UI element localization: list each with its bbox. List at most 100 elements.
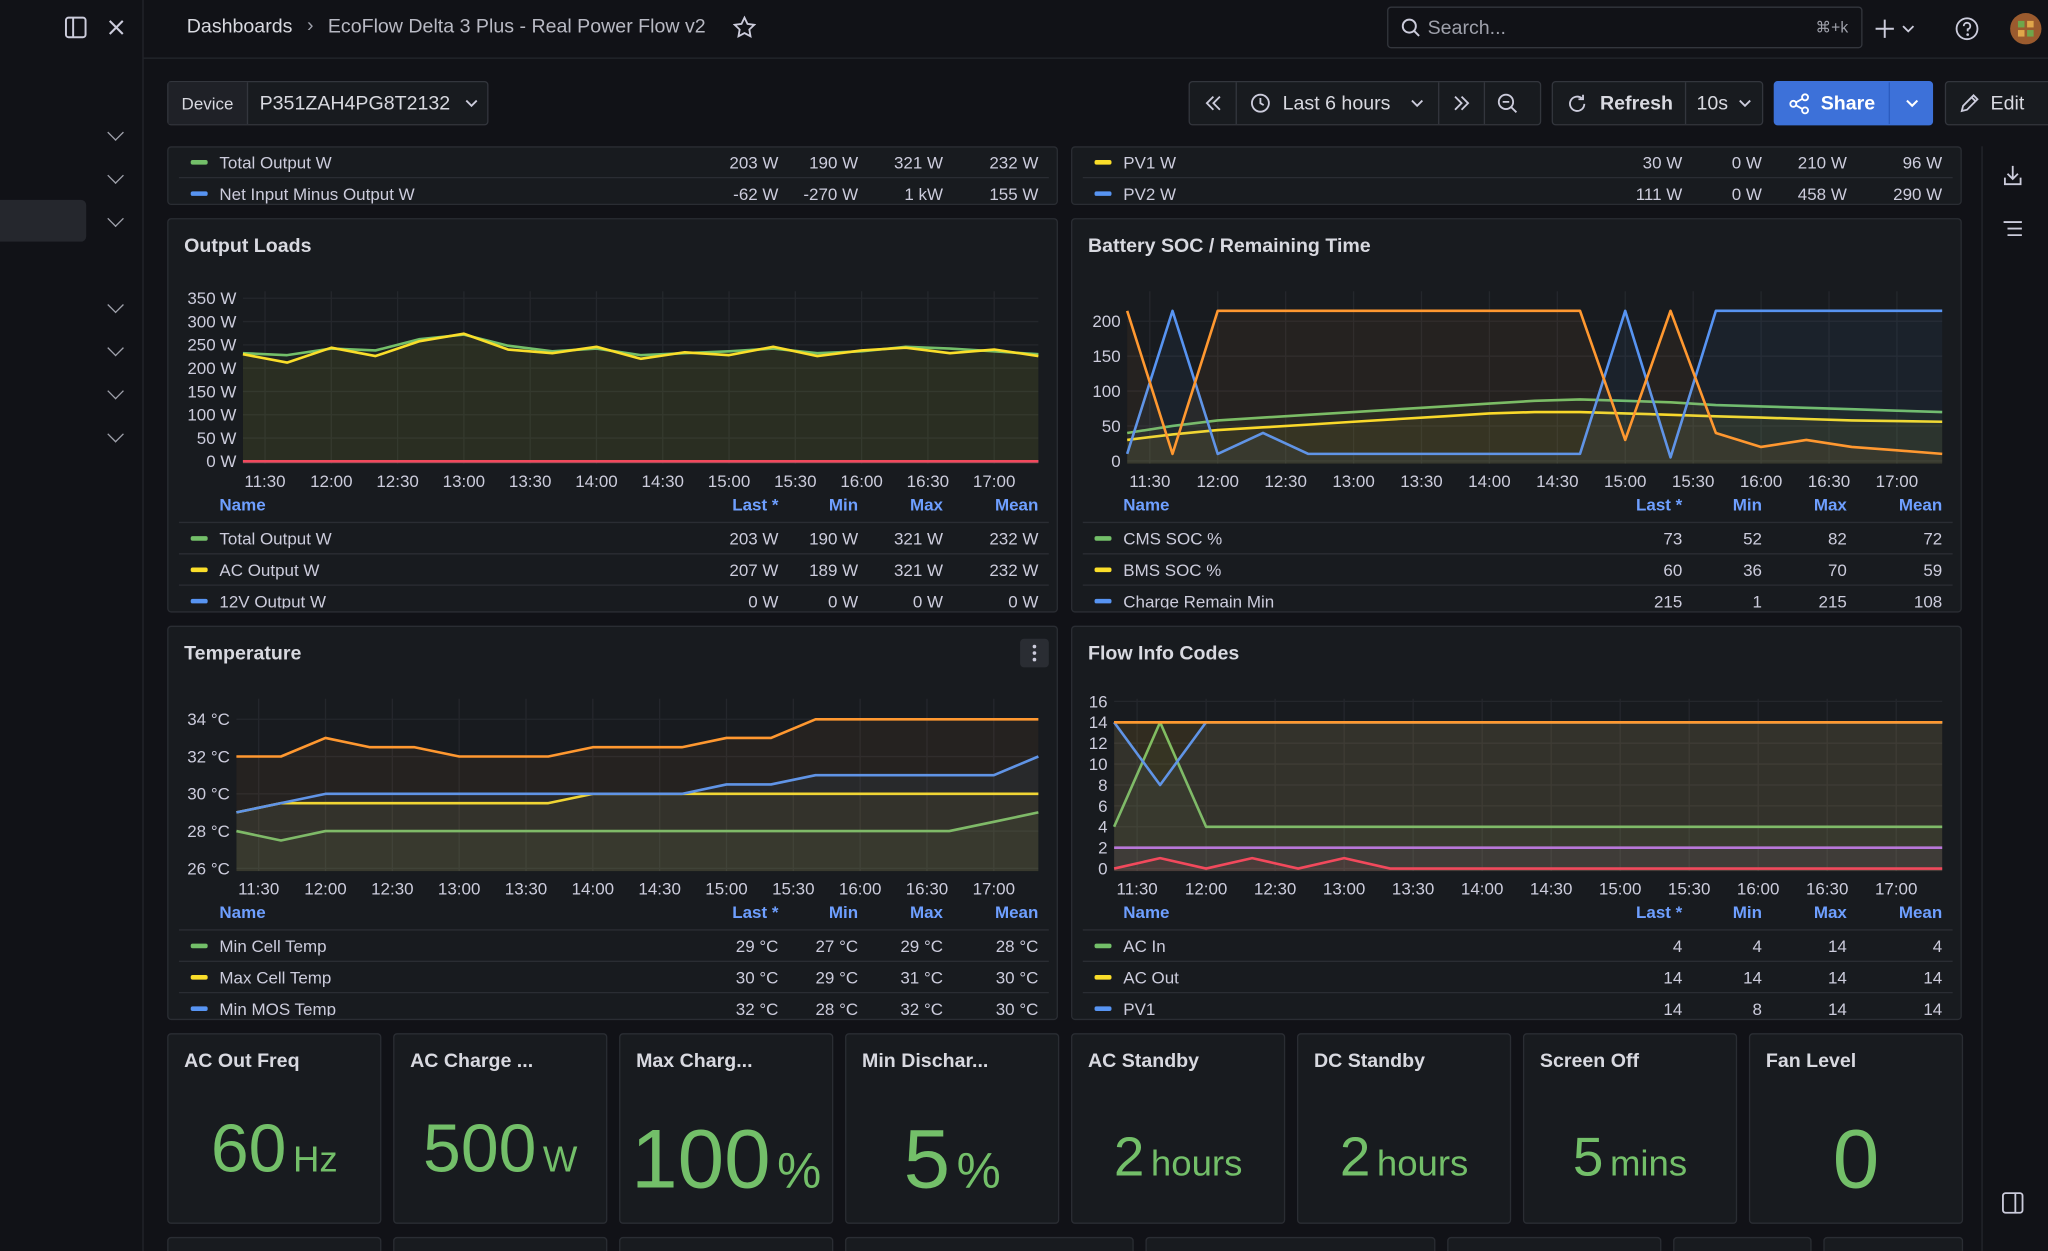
chevron[interactable]	[107, 296, 124, 314]
legend-stat: 29 °C	[900, 937, 943, 956]
stat-value: 0	[1750, 1110, 1962, 1207]
legend-stat: 203 W	[729, 153, 778, 172]
chevron[interactable]	[107, 382, 124, 400]
legend-stat: 32 °C	[900, 1000, 943, 1016]
legend-stat: 210 W	[1798, 153, 1847, 172]
x-tick-label: 15:30	[774, 472, 816, 491]
x-tick-label: 15:00	[1599, 880, 1641, 899]
stat-value: 5%	[846, 1110, 1058, 1207]
avatar[interactable]	[2009, 12, 2043, 46]
refresh-picker[interactable]: Refresh 10s	[1551, 80, 1764, 126]
time-range[interactable]: Last 6 hours	[1282, 92, 1391, 115]
y-tick-label: 6	[1098, 797, 1107, 816]
series-area	[236, 812, 1039, 872]
x-tick-label: 15:00	[705, 880, 747, 899]
dropdown-icon[interactable]	[1904, 95, 1920, 111]
legend-stat: 36	[1743, 561, 1762, 580]
share-icon	[1789, 92, 1809, 114]
shift-forward-icon[interactable]	[1452, 94, 1470, 112]
x-tick-label: 14:00	[572, 880, 614, 899]
close-icon[interactable]	[106, 17, 127, 38]
refresh-label[interactable]: Refresh	[1599, 92, 1673, 115]
variable-picker[interactable]: Device P351ZAH4PG8T2132	[167, 80, 489, 126]
export-icon[interactable]	[2001, 163, 2025, 187]
active-nav-item[interactable]	[0, 199, 87, 242]
stat-unit: mins	[1609, 1142, 1688, 1184]
series-area	[1127, 412, 1943, 464]
edit-button[interactable]: Edit	[1944, 80, 2048, 126]
x-tick-label: 13:30	[1392, 880, 1434, 899]
x-tick-label: 14:30	[1530, 880, 1572, 899]
stat-unit: hours	[1376, 1142, 1469, 1184]
legend-header: Name	[219, 496, 265, 515]
chevron[interactable]	[107, 339, 124, 357]
legend-stat: 458 W	[1798, 185, 1847, 204]
panel: PV1 W 30 W 0 W 210 W 96 W PV2 W 111 W 0 W 458 W 2…	[1071, 146, 1962, 206]
y-tick-label: 0 W	[206, 452, 236, 471]
legend-swatch	[1094, 536, 1112, 541]
outline-icon[interactable]	[2001, 217, 2025, 241]
sidebar-toggle[interactable]	[2001, 1191, 2025, 1215]
panel	[1447, 1236, 1662, 1251]
legend-swatch	[1094, 159, 1112, 165]
y-tick-label: 16	[1089, 692, 1108, 711]
stat-value: 2 hours	[1072, 1126, 1284, 1189]
legend-header: Max	[1814, 496, 1848, 515]
chart: 26 °C 28 °C 30 °C 32 °C 34 °C 11:30 12:00 12:30…	[178, 698, 1049, 1016]
x-tick-label: 15:30	[1668, 880, 1710, 899]
stat-number: 2	[1113, 1125, 1145, 1188]
x-tick-label: 12:30	[371, 880, 413, 899]
y-tick-label: 30 °C	[187, 785, 230, 804]
chevron[interactable]	[107, 425, 124, 443]
panel: Flow Info Codes 0 2 4 6 8 10 12 14 16 11:30 12:00 12…	[1071, 625, 1962, 1021]
panel: Output Loads 0 W 50 W 100 W 150 W 200 W 250 W 3…	[167, 218, 1058, 613]
chevron[interactable]	[107, 210, 124, 228]
chevron[interactable]	[107, 167, 124, 184]
stat-number: 100	[631, 1111, 771, 1206]
legend-stat: 30 °C	[996, 1000, 1039, 1016]
x-tick-label: 15:00	[1604, 472, 1646, 491]
stat-value: 5 mins	[1524, 1126, 1736, 1189]
chevron[interactable]	[107, 124, 124, 141]
legend-stat: 321 W	[894, 530, 943, 549]
star-icon[interactable]	[732, 15, 757, 40]
y-tick-label: 8	[1098, 776, 1107, 795]
legend-swatch	[1094, 567, 1112, 573]
dock-icon[interactable]	[64, 16, 88, 40]
legend-swatch	[1094, 1006, 1112, 1011]
y-tick-label: 100 W	[187, 406, 236, 425]
legend-swatch	[1094, 191, 1112, 196]
legend-stat: 14	[1743, 969, 1762, 988]
legend-stat: 14	[1663, 969, 1682, 988]
x-tick-label: 12:30	[1264, 472, 1306, 491]
legend-stat: 4	[1753, 937, 1762, 956]
legend-header: Min	[1733, 903, 1762, 922]
zoom-out-icon[interactable]	[1496, 93, 1517, 114]
variable-label: Device	[168, 82, 248, 125]
help-icon[interactable]	[1954, 16, 1980, 42]
legend-swatch	[1094, 943, 1112, 949]
series-area	[242, 333, 1039, 464]
shift-back-icon[interactable]	[1204, 94, 1222, 112]
panel-menu[interactable]	[1020, 638, 1049, 668]
stat-title: Min Dischar...	[862, 1050, 989, 1073]
legend-stat: 28 °C	[815, 1000, 858, 1016]
x-tick-label: 13:30	[1400, 472, 1442, 491]
legend-name: 12V Output W	[219, 592, 326, 608]
legend-stat: 73	[1663, 530, 1682, 549]
add-menu[interactable]	[1874, 16, 1918, 42]
series-line	[1127, 410, 1943, 442]
stat-number: 5	[1572, 1125, 1604, 1188]
legend-stat: 82	[1828, 530, 1847, 549]
breadcrumb[interactable]: Dashboards	[186, 15, 293, 38]
series-line	[236, 811, 1039, 842]
legend-stat: -270 W	[803, 185, 858, 204]
legend-stat: 203 W	[729, 530, 778, 549]
refresh-interval[interactable]: 10s	[1696, 92, 1729, 115]
legend-stat: 108	[1914, 592, 1942, 608]
y-tick-label: 10	[1089, 755, 1108, 774]
share-button[interactable]: Share	[1773, 80, 1934, 126]
search-box[interactable]: Search... ⌘+k	[1387, 6, 1863, 49]
chart: 0 W 50 W 100 W 150 W 200 W 250 W 300 W 350 W 11:…	[178, 289, 1049, 609]
series-line	[236, 717, 1039, 758]
